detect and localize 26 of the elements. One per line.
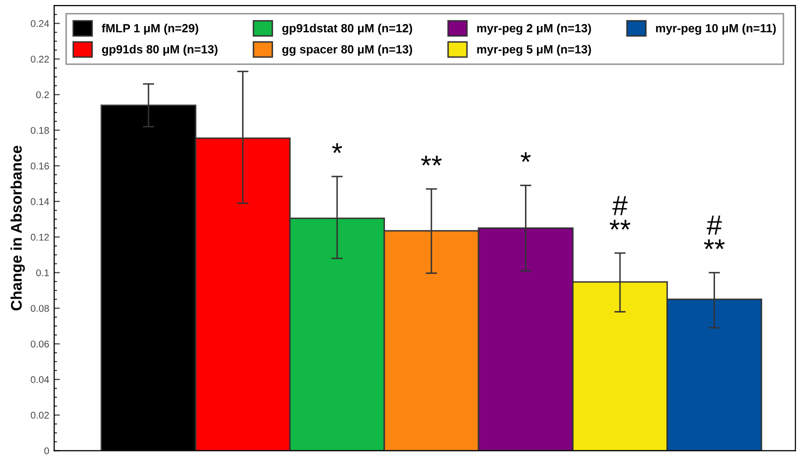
- y-tick-label: 0.24: [30, 20, 50, 28]
- annotation: # **: [704, 216, 725, 250]
- y-tick-label: 0.22: [30, 56, 49, 63]
- annotation: *: [332, 143, 342, 154]
- annotation: *: [520, 152, 531, 162]
- y-tick-label: 0.18: [30, 126, 49, 134]
- legend-label: myr-peg 2 μM (n=13): [477, 24, 591, 35]
- y-tick-label: 0.02: [30, 412, 49, 419]
- y-tick-label: 0.14: [30, 198, 50, 206]
- legend-label: myr-peg 10 μM (n=11): [656, 24, 776, 35]
- legend-label: fMLP 1 μM (n=29): [102, 24, 198, 35]
- annotation: # **: [610, 196, 630, 230]
- y-tick-label: 0.08: [30, 304, 49, 312]
- y-axis-title: Change in Absorbance: [10, 146, 25, 310]
- y-tick-label: 0.04: [30, 376, 50, 384]
- y-tick-label: 0.06: [30, 340, 49, 348]
- y-tick-label: 0: [44, 447, 49, 454]
- y-tick-label: 0.12: [30, 234, 49, 241]
- y-tick-label: 0.16: [30, 162, 49, 170]
- y-tick-label: 0.1: [36, 269, 49, 276]
- legend-label: gg spacer 80 μM (n=13): [282, 44, 412, 56]
- legend-label: gp91ds 80 μM (n=13): [102, 44, 218, 56]
- legend-label: myr-peg 5 μM (n=13): [477, 44, 591, 56]
- legend-label: gp91dstat 80 μM (n=12): [282, 24, 412, 35]
- annotation: **: [421, 156, 442, 166]
- y-tick-label: 0.2: [36, 91, 49, 98]
